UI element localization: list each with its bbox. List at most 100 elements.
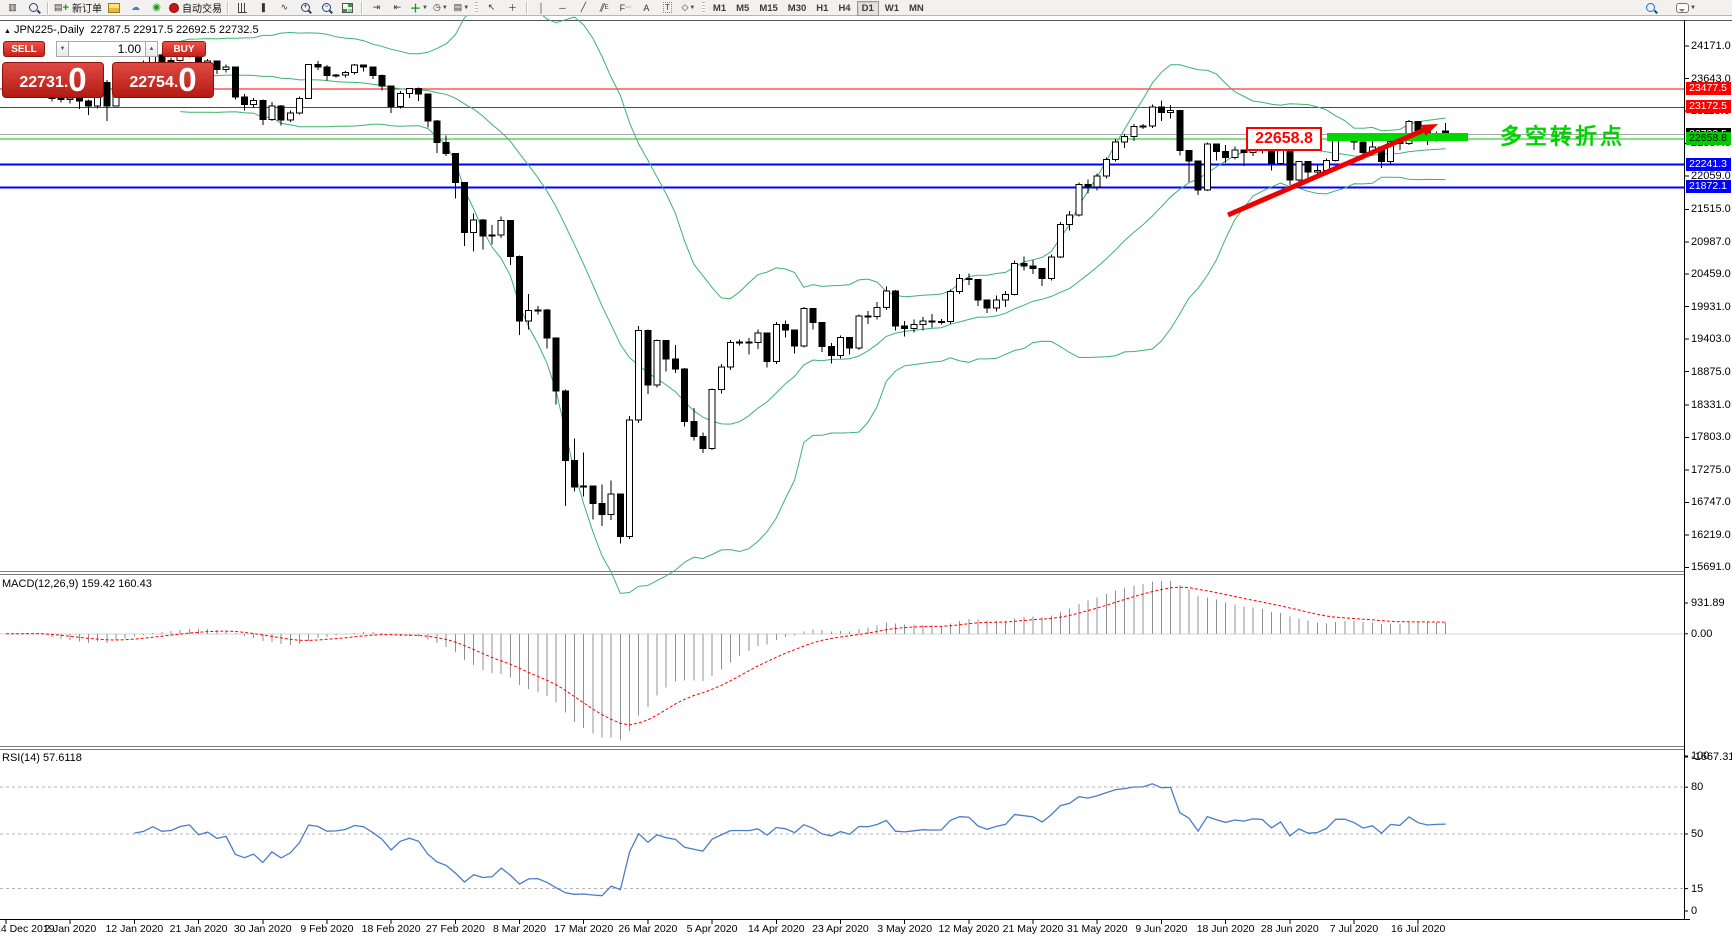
timeframe-m1[interactable]: M1 <box>712 2 727 14</box>
rsi-pane-area[interactable] <box>0 750 1684 919</box>
chart-shift-icon[interactable]: ⇤ <box>393 2 402 12</box>
sell-price-main: 22731. <box>19 74 69 91</box>
date-tick-label: 2 Jan 2020 <box>44 923 97 935</box>
rsi-label: RSI(14) 57.6118 <box>2 752 82 764</box>
macd-axis-label: 931.89 <box>1691 597 1725 609</box>
sell-price-display[interactable]: 22731. 0 <box>2 62 104 98</box>
timeframe-m5[interactable]: M5 <box>736 2 750 14</box>
auto-scroll-icon[interactable]: ⇥ <box>372 2 381 12</box>
chart-window-icon[interactable]: ▥ <box>8 2 17 12</box>
periods-dropdown[interactable]: ◷ ▼ <box>433 2 448 12</box>
cursor-icon[interactable]: ↖ <box>487 2 496 12</box>
date-tick-label: 16 Jul 2020 <box>1391 923 1446 935</box>
gold-bars-icon[interactable] <box>105 1 124 14</box>
price-tick-label: 21515.0 <box>1691 203 1731 216</box>
timeframe-h1[interactable]: H1 <box>816 2 829 14</box>
toolbar-separator <box>47 1 49 14</box>
volume-increase-button[interactable]: ▲ <box>145 41 158 57</box>
toolbar-grip <box>474 2 478 13</box>
price-tick-label: 23643.0 <box>1691 72 1731 85</box>
chart-bottom-border <box>0 919 1690 920</box>
price-tick-label: 15691.0 <box>1691 561 1731 574</box>
price-axis[interactable]: 24171.023643.023115.022587.022059.021515… <box>1685 20 1732 919</box>
volume-decrease-button[interactable]: ▼ <box>56 41 69 57</box>
date-tick-label: 5 Apr 2020 <box>686 923 738 935</box>
community-icon[interactable]: ☁ <box>130 2 140 12</box>
date-tick-label: 14 Apr 2020 <box>747 923 805 935</box>
macd-label: MACD(12,26,9) 159.42 160.43 <box>2 578 152 590</box>
price-tick-label: 20459.0 <box>1691 268 1731 281</box>
volume-input[interactable] <box>69 41 145 57</box>
templates-dropdown[interactable]: ▤ ▼ <box>453 2 470 12</box>
zoom-in-icon[interactable]: + <box>296 1 315 14</box>
price-tick-label: 19931.0 <box>1691 300 1731 313</box>
rsi-title: RSI(14) <box>2 752 40 764</box>
pane-divider-line <box>0 749 1684 750</box>
macd-pane-area[interactable] <box>0 575 1684 746</box>
price-callout-label[interactable]: 22658.8 <box>1246 127 1322 151</box>
timeframe-w1[interactable]: W1 <box>884 2 899 14</box>
price-tag: 21872.1 <box>1686 180 1731 194</box>
turning-point-label[interactable]: 多空转折点 <box>1500 124 1626 149</box>
date-tick-label: 12 May 2020 <box>938 923 1000 935</box>
horizontal-line-icon[interactable]: ─ <box>559 2 566 13</box>
data-window-icon[interactable] <box>24 1 43 14</box>
price-tag: 22241.3 <box>1686 157 1731 171</box>
rsi-axis-label: 80 <box>1691 781 1704 794</box>
macd-axis-label: -1667.31 <box>1691 751 1732 763</box>
text-icon[interactable]: A <box>643 2 650 13</box>
toolbar-grip <box>701 2 705 13</box>
rsi-axis-label: 0 <box>1691 905 1698 917</box>
search-icon[interactable] <box>1641 1 1660 14</box>
text-label-icon[interactable]: T <box>662 2 672 13</box>
date-tick-label: 17 Mar 2020 <box>554 923 614 935</box>
date-tick-label: 28 Jun 2020 <box>1260 923 1319 935</box>
pane-divider-line <box>0 746 1684 747</box>
symbol-arrow-icon: ▲ <box>4 28 11 35</box>
arrows-dropdown[interactable]: ◇ ▼ <box>681 2 696 12</box>
timeframe-h4[interactable]: H4 <box>838 2 851 14</box>
rsi-axis-label: 100 <box>1691 750 1710 762</box>
macd-values: 159.42 160.43 <box>81 578 152 590</box>
price-tick-label: 19403.0 <box>1691 333 1731 346</box>
macd-rsi-pane-divider[interactable] <box>0 745 1684 750</box>
date-tick-label: 26 Mar 2020 <box>618 923 678 935</box>
candlestick-type-icon[interactable]: ❚ <box>259 2 268 12</box>
new-order-button[interactable]: ▤ + 新订单 <box>54 1 102 16</box>
timeframe-d1[interactable]: D1 <box>856 0 879 16</box>
chat-icon[interactable]: ▼ <box>1675 1 1697 14</box>
main-macd-pane-divider[interactable] <box>0 570 1684 575</box>
timeframe-m30[interactable]: M30 <box>787 2 807 14</box>
price-tag: 23477.5 <box>1686 81 1731 95</box>
toolbar-right-group: ▼ <box>1640 1 1698 14</box>
timeframe-m15[interactable]: M15 <box>759 2 778 14</box>
zoom-out-icon[interactable]: − <box>317 1 336 14</box>
autotrading-button[interactable]: 自动交易 <box>168 1 223 15</box>
date-axis[interactable]: 24 Dec 2019 2 Jan 2020 12 Jan 2020 21 Jan 2… <box>0 920 1732 940</box>
trendline-icon[interactable]: ╱ <box>580 2 587 12</box>
bar-chart-type-icon[interactable] <box>233 1 252 14</box>
price-tick-label: 16747.0 <box>1691 496 1731 509</box>
buy-price-display[interactable]: 22754. 0 <box>112 62 214 98</box>
toolbar-separator <box>226 1 229 14</box>
timeframe-toolbar: M1 M5 M15 M30 H1 H4 D1 W1 MN <box>708 0 929 16</box>
price-tick-label: 17803.0 <box>1691 431 1731 444</box>
sell-price-big-digit: 0 <box>68 61 87 98</box>
main-chart-area[interactable] <box>0 21 1684 571</box>
tile-windows-icon[interactable] <box>338 1 357 14</box>
sell-button[interactable]: SELL <box>3 41 45 57</box>
indicators-dropdown[interactable]: ＋ ▼ <box>409 2 428 15</box>
buy-price-main: 22754. <box>129 74 179 91</box>
vertical-line-icon[interactable]: │ <box>538 2 545 13</box>
equidistant-channel-icon[interactable]: ∥ E <box>598 2 609 12</box>
crosshair-icon[interactable]: ＋ <box>507 3 517 13</box>
fibonacci-icon[interactable]: F ⋯ <box>619 2 632 13</box>
line-chart-type-icon[interactable]: ∿ <box>280 2 289 12</box>
buy-price-big-digit: 0 <box>178 61 197 98</box>
price-tag: 23172.5 <box>1686 100 1731 114</box>
buy-button[interactable]: BUY <box>162 41 206 57</box>
timeframe-mn[interactable]: MN <box>909 2 924 14</box>
price-tick-label: 16219.0 <box>1691 528 1731 541</box>
signals-icon[interactable]: ◉ <box>152 2 161 13</box>
date-tick-label: 8 Mar 2020 <box>492 923 547 935</box>
